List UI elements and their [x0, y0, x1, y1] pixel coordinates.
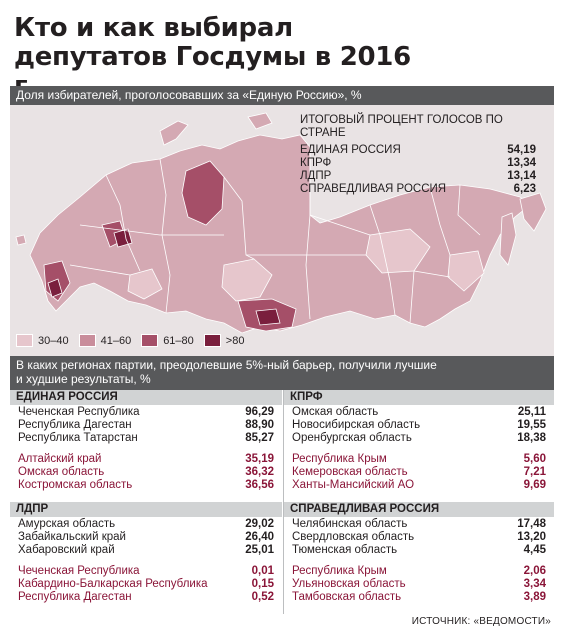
best-row: Амурская область 29,02: [18, 518, 274, 530]
totals-row: ЛДПР 13,14: [300, 170, 536, 182]
map-legend: 30–40 41–60 61–80 >80: [16, 334, 254, 347]
source-credit: ИСТОЧНИК: «ВЕДОМОСТИ»: [411, 616, 551, 627]
worst-row: Омская область 36,32: [18, 466, 274, 478]
party-results-kprf: Омская область 25,11 Новосибирская област…: [292, 406, 546, 492]
party-header-er: ЕДИНАЯ РОССИЯ: [10, 390, 282, 405]
party-results-ldpr: Амурская область 29,02 Забайкальский край…: [18, 518, 274, 604]
legend-item: >80: [203, 334, 244, 347]
totals-row: ЕДИНАЯ РОССИЯ 54,19: [300, 144, 536, 156]
legend-swatch: [203, 334, 221, 347]
legend-item: 30–40: [16, 334, 69, 347]
worst-row: Костромская область 36,56: [18, 479, 274, 491]
best-row: Чеченская Республика 96,29: [18, 406, 274, 418]
worst-row: Республика Крым 5,60: [292, 453, 546, 465]
best-row: Новосибирская область 19,55: [292, 419, 546, 431]
legend-swatch: [78, 334, 96, 347]
national-totals: ИТОГОВЫЙ ПРОЦЕНТ ГОЛОСОВ ПО СТРАНЕ ЕДИНА…: [300, 114, 536, 196]
region-light-3: [447, 250, 485, 292]
worst-row: Кабардино-Балкарская Республика 0,15: [18, 578, 274, 590]
best-row: Оренбургская область 18,38: [292, 432, 546, 444]
column-divider: [283, 390, 284, 614]
sakhalin: [499, 212, 517, 266]
results-section-header: В каких регионах партии, преодолевшие 5%…: [10, 356, 554, 390]
totals-row: КПРФ 13,34: [300, 157, 536, 169]
worst-row: Кемеровская область 7,21: [292, 466, 546, 478]
best-row: Тюменская область 4,45: [292, 544, 546, 556]
best-row: Омская область 25,11: [292, 406, 546, 418]
map-section-header: Доля избирателей, проголосовавших за «Ед…: [10, 86, 554, 105]
worst-row: Республика Крым 2,06: [292, 565, 546, 577]
region-max-tuva: [255, 308, 281, 326]
worst-row: Чеченская Республика 0,01: [18, 565, 274, 577]
totals-row: СПРАВЕДЛИВАЯ РОССИЯ 6,23: [300, 183, 536, 195]
worst-row: Алтайский край 35,19: [18, 453, 274, 465]
legend-swatch: [141, 334, 159, 347]
worst-row: Тамбовская область 3,89: [292, 591, 546, 603]
best-row: Хабаровский край 25,01: [18, 544, 274, 556]
legend-item: 61–80: [141, 334, 194, 347]
kamchatka: [519, 192, 547, 232]
best-row: Свердловская область 13,20: [292, 531, 546, 543]
party-header-sr: СПРАВЕДЛИВАЯ РОССИЯ: [284, 502, 554, 517]
region-light-4: [127, 268, 163, 300]
region-dark-yamal: [181, 160, 225, 226]
totals-header: ИТОГОВЫЙ ПРОЦЕНТ ГОЛОСОВ ПО СТРАНЕ: [300, 114, 503, 139]
party-results-er: Чеченская Республика 96,29 Республика Даг…: [18, 406, 274, 492]
kaliningrad: [15, 234, 27, 246]
page-title: Кто и как выбирал депутатов Госдумы в 20…: [14, 13, 411, 101]
region-borders: [69, 147, 481, 324]
party-header-kprf: КПРФ: [284, 390, 554, 405]
worst-row: Ханты-Мансийский АО 9,69: [292, 479, 546, 491]
party-header-ldpr: ЛДПР: [10, 502, 282, 517]
russia-map: [10, 105, 554, 357]
legend-swatch: [16, 334, 33, 347]
best-row: Республика Татарстан 85,27: [18, 432, 274, 444]
best-row: Челябинская область 17,48: [292, 518, 546, 530]
best-row: Забайкальский край 26,40: [18, 531, 274, 543]
region-max-chechnya: [47, 278, 63, 298]
worst-row: Республика Дагестан 0,52: [18, 591, 274, 603]
worst-row: Ульяновская область 3,34: [292, 578, 546, 590]
best-row: Республика Дагестан 88,90: [18, 419, 274, 431]
party-results-sr: Челябинская область 17,48 Свердловская об…: [292, 518, 546, 604]
novaya-zemlya: [159, 120, 189, 146]
map-svg: [15, 112, 547, 334]
severnaya-zemlya: [247, 112, 273, 130]
legend-item: 41–60: [78, 334, 131, 347]
